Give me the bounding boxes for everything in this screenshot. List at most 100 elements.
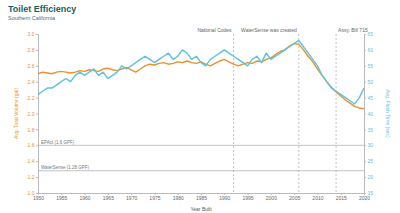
y2-axis-tick-label: 45 <box>368 95 374 101</box>
y-axis-tick: 1.2 <box>28 174 38 180</box>
annotation-line <box>336 34 337 193</box>
annotation-line <box>233 34 234 193</box>
y-axis-tick: 2.2 <box>28 95 38 101</box>
y2-axis-tick: 35 <box>364 126 373 132</box>
y-axis-tick-mark <box>36 50 38 51</box>
x-axis-tick: 2015 <box>336 193 347 201</box>
y-axis-tick-label: 2.0 <box>28 111 35 117</box>
x-axis-tick-label: 1970 <box>126 195 137 201</box>
annotation-line <box>298 34 299 193</box>
y2-axis-tick-label: 55 <box>368 63 374 69</box>
x-axis-tick-label: 2010 <box>312 195 323 201</box>
annotation-label: WaterSense was created <box>241 27 297 33</box>
y2-axis-tick-label: 30 <box>368 142 374 148</box>
x-axis-tick: 1980 <box>173 193 184 201</box>
y-axis-tick-mark <box>36 129 38 130</box>
y2-axis-tick-mark <box>364 82 366 83</box>
x-axis-tick: 2005 <box>289 193 300 201</box>
y-axis-tick-mark <box>36 66 38 67</box>
y-axis-tick: 2.4 <box>28 79 38 85</box>
y2-axis-tick-mark <box>364 177 366 178</box>
y-axis-tick-mark <box>36 161 38 162</box>
annotation-label: National Codes <box>197 27 232 33</box>
y2-axis-tick-mark <box>364 145 366 146</box>
reference-label: EPAct (1.6 GPF) <box>41 140 75 145</box>
y-axis-tick-mark <box>36 177 38 178</box>
y2-axis-tick: 60 <box>364 47 373 53</box>
y2-axis-tick-mark <box>364 129 366 130</box>
y-axis-tick-label: 1.0 <box>28 190 35 196</box>
annotation-label: Assy. Bill 715 <box>338 27 368 33</box>
y2-axis-tick: 50 <box>364 79 373 85</box>
x-axis-tick: 2000 <box>266 193 277 201</box>
title: Toilet Efficiency <box>8 4 76 14</box>
y-axis-tick-label: 3.0 <box>28 31 35 37</box>
x-axis-tick: 1985 <box>196 193 207 201</box>
y-axis-tick: 1.0 <box>28 190 38 196</box>
y2-axis-tick: 40 <box>364 111 373 117</box>
x-axis-tick-label: 1960 <box>80 195 91 201</box>
plot-area <box>38 34 364 193</box>
series-line <box>38 40 364 104</box>
x-axis-tick-label: 2000 <box>266 195 277 201</box>
y-axis-title: Avg. Total Volume (gal) <box>13 88 19 140</box>
y2-axis-tick-label: 65 <box>368 31 374 37</box>
chart: Toilet EfficiencySouthern California1950… <box>0 0 400 213</box>
y2-axis-tick-label: 60 <box>368 47 374 53</box>
reference-line <box>38 145 364 146</box>
x-axis-tick-label: 1965 <box>103 195 114 201</box>
y-axis-tick-label: 1.2 <box>28 174 35 180</box>
y2-axis: 15 20 25 30 35 40 45 50 55 60 65 <box>364 31 373 196</box>
y2-axis-title: Avg. Flush Time (sec) <box>385 89 391 138</box>
y-axis: 1.0 1.2 1.4 1.6 1.8 2.0 2.2 2.4 2.6 2.8 3.0 <box>28 31 39 196</box>
y-axis-tick-label: 2.8 <box>28 47 35 53</box>
y-axis-tick: 2.6 <box>28 63 38 69</box>
y2-axis-tick-mark <box>364 114 366 115</box>
x-axis: 1950195519601965197019751980198519901995… <box>33 193 370 201</box>
y2-axis-tick-label: 50 <box>368 79 374 85</box>
x-axis-tick: 1965 <box>103 193 114 201</box>
y2-axis-tick-label: 35 <box>368 126 374 132</box>
x-axis-title: Year Built <box>190 206 212 212</box>
y-axis-tick: 1.4 <box>28 158 38 164</box>
y2-axis-tick-mark <box>364 193 366 194</box>
y-axis-tick-label: 1.4 <box>28 158 35 164</box>
y-axis-tick-mark <box>36 82 38 83</box>
series-line <box>38 44 364 109</box>
y-axis-tick: 1.6 <box>28 142 38 148</box>
y-axis-tick-mark <box>36 34 38 35</box>
x-axis-tick: 2010 <box>312 193 323 201</box>
y2-axis-tick-label: 15 <box>368 190 374 196</box>
y2-axis-tick-label: 40 <box>368 111 374 117</box>
y-axis-tick: 3.0 <box>28 31 38 37</box>
y-axis-tick-label: 1.6 <box>28 142 35 148</box>
y-axis-tick-label: 2.6 <box>28 63 35 69</box>
y-axis-tick-mark <box>36 98 38 99</box>
x-axis-tick: 1975 <box>149 193 160 201</box>
x-axis-tick-label: 1975 <box>149 195 160 201</box>
y-axis-tick-label: 2.2 <box>28 95 35 101</box>
reference-label: WaterSense (1.28 GPF) <box>41 165 90 170</box>
y2-axis-tick: 25 <box>364 158 373 164</box>
x-axis-tick: 1960 <box>80 193 91 201</box>
y2-axis-tick-mark <box>364 161 366 162</box>
y2-axis-tick: 45 <box>364 95 373 101</box>
y2-axis-tick: 30 <box>364 142 373 148</box>
x-axis-tick: 1955 <box>56 193 67 201</box>
y2-axis-tick-label: 20 <box>368 174 374 180</box>
y2-axis-tick-mark <box>364 66 366 67</box>
y2-axis-tick-mark <box>364 50 366 51</box>
y-axis-line <box>36 35 39 194</box>
x-axis-tick-label: 1955 <box>56 195 67 201</box>
y-axis-tick-label: 1.8 <box>28 126 35 132</box>
x-axis-tick-label: 1985 <box>196 195 207 201</box>
x-axis-tick-label: 1990 <box>219 195 230 201</box>
y-axis-tick: 2.8 <box>28 47 38 53</box>
x-axis-tick: 1990 <box>219 193 230 201</box>
y2-axis-tick: 20 <box>364 174 373 180</box>
x-axis-tick: 1970 <box>126 193 137 201</box>
y-axis-tick-mark <box>36 114 38 115</box>
y2-axis-tick-label: 25 <box>368 158 374 164</box>
y2-axis-tick: 15 <box>364 190 373 196</box>
y2-axis-tick: 55 <box>364 63 373 69</box>
